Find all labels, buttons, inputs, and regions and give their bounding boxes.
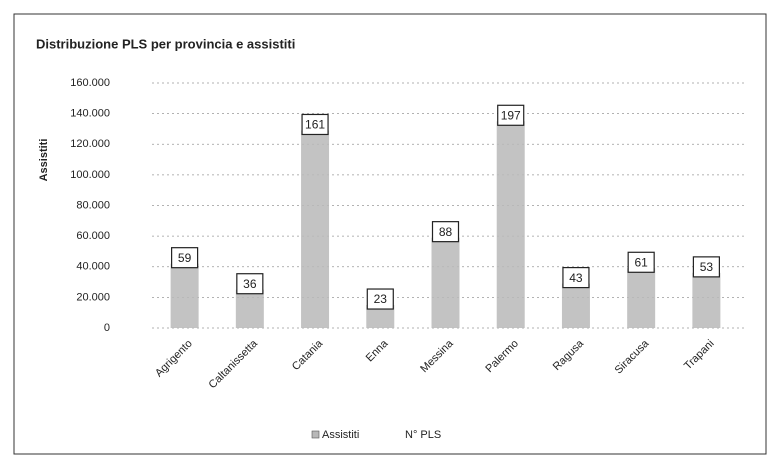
data-label-box bbox=[627, 251, 655, 273]
bar bbox=[496, 121, 525, 328]
legend-label: Assistiti bbox=[322, 429, 359, 441]
data-label: 59 bbox=[178, 251, 192, 265]
y-tick-label: 80.000 bbox=[76, 199, 110, 211]
y-tick-label: 20.000 bbox=[76, 291, 110, 303]
bar bbox=[431, 237, 460, 328]
chart-frame bbox=[13, 13, 767, 455]
legend-swatch bbox=[311, 430, 320, 439]
y-tick-label: 40.000 bbox=[76, 261, 110, 273]
data-label-box bbox=[431, 221, 460, 243]
bar bbox=[170, 263, 199, 328]
bar bbox=[561, 283, 590, 328]
data-label: 161 bbox=[305, 118, 325, 132]
legend-label: N° PLS bbox=[405, 429, 441, 441]
data-label: 23 bbox=[374, 292, 388, 306]
bar bbox=[235, 289, 264, 328]
bar bbox=[366, 305, 395, 328]
data-label-box bbox=[366, 288, 394, 310]
y-tick-label: 140.000 bbox=[70, 108, 110, 120]
y-tick-label: 0 bbox=[104, 322, 110, 334]
y-tick-label: 100.000 bbox=[70, 169, 110, 181]
y-tick-label: 60.000 bbox=[76, 230, 110, 242]
data-label: 36 bbox=[243, 277, 257, 291]
y-tick-label: 120.000 bbox=[70, 138, 110, 150]
y-tick-label: 160.000 bbox=[70, 77, 110, 89]
bar bbox=[692, 272, 721, 328]
data-label-box bbox=[301, 113, 329, 136]
y-axis-label: Assistiti bbox=[38, 139, 50, 182]
data-label-box bbox=[236, 273, 264, 295]
data-label: 88 bbox=[439, 225, 453, 239]
bar bbox=[627, 268, 656, 328]
data-label-box bbox=[562, 266, 590, 289]
chart-title: Distribuzione PLS per provincia e assist… bbox=[36, 36, 295, 51]
data-label: 61 bbox=[634, 255, 648, 269]
data-label: 53 bbox=[700, 260, 714, 274]
data-label: 197 bbox=[501, 108, 521, 122]
data-label-box bbox=[497, 104, 525, 126]
data-label: 43 bbox=[569, 271, 583, 285]
data-label-box bbox=[171, 247, 199, 269]
bar bbox=[301, 130, 330, 328]
data-label-box bbox=[692, 256, 720, 278]
